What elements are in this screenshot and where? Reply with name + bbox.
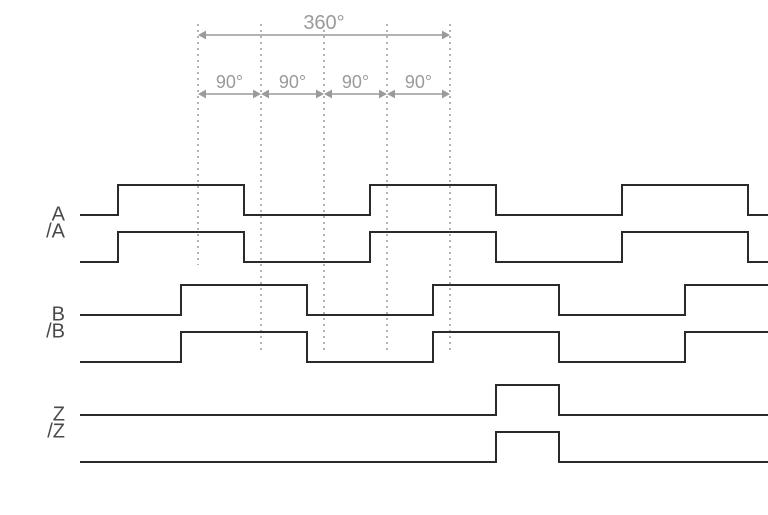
dimension-annotations: 360° 90° 90° 90° 90° [198,12,450,350]
dimension-label: 90° [405,72,432,92]
signal-label: /B [46,320,65,342]
waveform [80,385,768,415]
signal-A: A [52,185,768,225]
waveform [80,185,768,215]
signal-label: /Z [47,420,65,442]
waveform [80,332,768,362]
signal-not-B: /B [46,320,768,362]
signal-label: /A [46,220,66,242]
dimension-label: 360° [303,12,344,34]
signal-not-Z: /Z [47,420,768,462]
waveform [80,432,768,462]
signal-B: B [52,285,768,325]
dimension-label: 90° [342,72,369,92]
signal-not-A: /A [46,220,768,262]
waveform [80,285,768,315]
dimension-label: 90° [216,72,243,92]
signal-Z: Z [53,385,768,425]
dimension-label: 90° [279,72,306,92]
waveform [80,232,768,262]
